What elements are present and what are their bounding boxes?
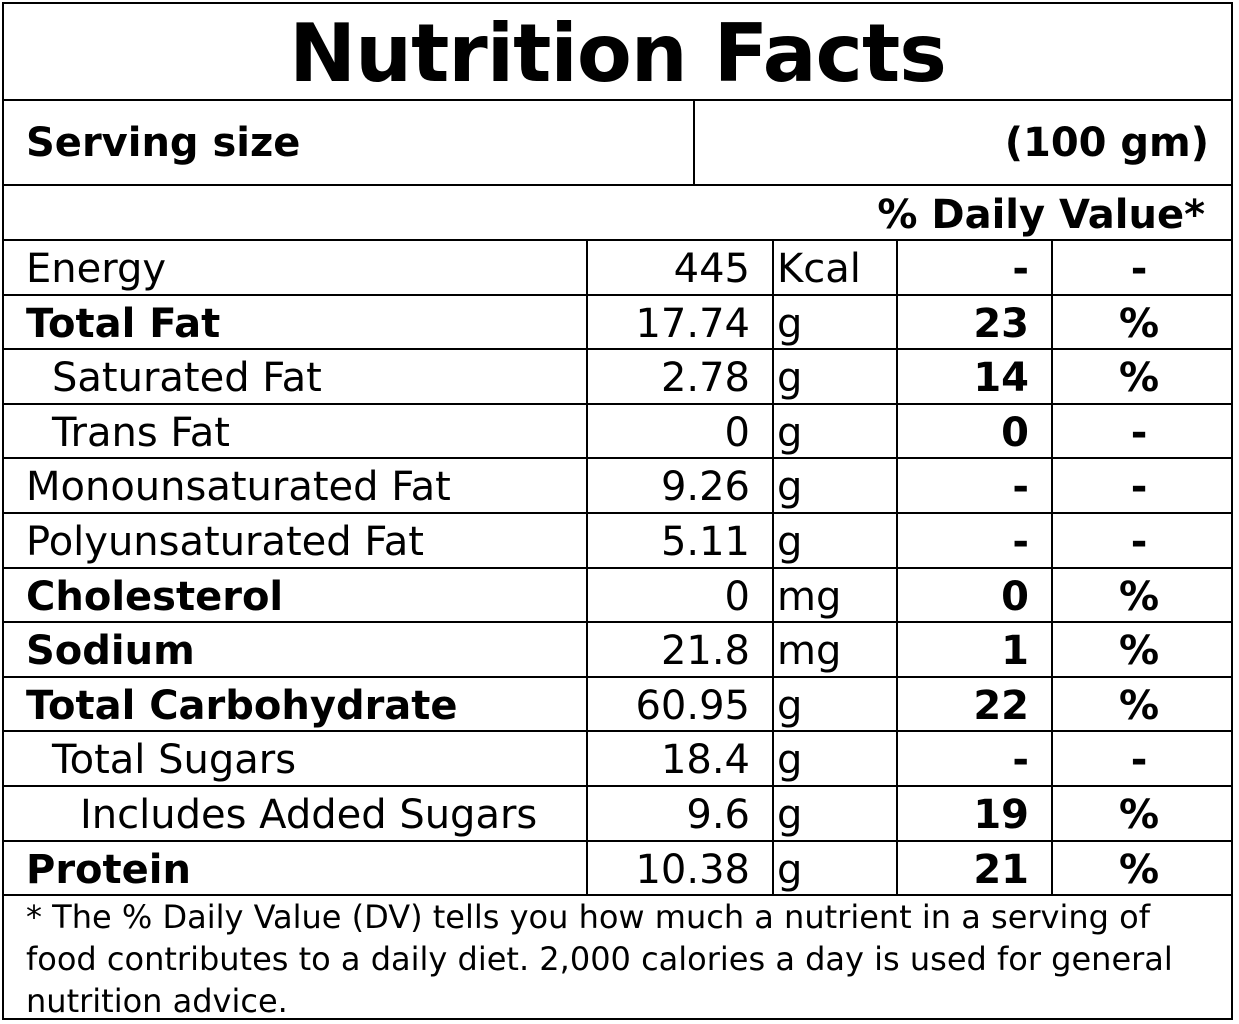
nutrient-daily-value: 1 bbox=[896, 623, 1051, 676]
nutrient-name: Cholesterol bbox=[26, 573, 284, 620]
nutrient-daily-value: 23 bbox=[896, 295, 1051, 349]
nutrient-unit: g bbox=[772, 732, 896, 785]
nutrient-name: Total Fat bbox=[26, 300, 221, 347]
nutrient-daily-value: 19 bbox=[896, 786, 1051, 840]
daily-value-header: % Daily Value* bbox=[4, 186, 1231, 241]
nutrient-percent-sign: % bbox=[1051, 786, 1231, 840]
nutrient-row-saturated-fat: Saturated Fat 2.78 g 14 % bbox=[4, 350, 1231, 405]
nutrient-unit: mg bbox=[772, 623, 896, 676]
nutrient-percent-sign: - bbox=[1051, 459, 1231, 512]
nutrient-percent-sign: % bbox=[1051, 568, 1231, 622]
nutrient-amount: 0 bbox=[586, 404, 772, 458]
nutrient-name: Protein bbox=[26, 846, 191, 893]
nutrient-table: Energy 445 Kcal - - Total Fat 17.74 g 23… bbox=[4, 241, 1231, 897]
nutrient-unit: g bbox=[772, 350, 896, 403]
nutrient-amount: 60.95 bbox=[586, 677, 772, 731]
nutrient-unit: g bbox=[772, 404, 896, 458]
nutrient-row-cholesterol: Cholesterol 0 mg 0 % bbox=[4, 568, 1231, 624]
nutrient-row-added-sugars: Includes Added Sugars 9.6 g 19 % bbox=[4, 786, 1231, 842]
nutrient-unit: mg bbox=[772, 568, 896, 622]
nutrient-percent-sign: % bbox=[1051, 295, 1231, 349]
serving-size-label: Serving size bbox=[26, 120, 301, 166]
nutrient-name: Total Sugars bbox=[52, 737, 297, 784]
nutrient-amount: 9.6 bbox=[586, 786, 772, 840]
nutrient-unit: g bbox=[772, 841, 896, 895]
nutrient-amount: 445 bbox=[586, 241, 772, 294]
nutrient-daily-value: - bbox=[896, 241, 1051, 294]
nutrient-name: Total Carbohydrate bbox=[26, 682, 458, 729]
nutrient-amount: 17.74 bbox=[586, 295, 772, 349]
nutrient-row-total-fat: Total Fat 17.74 g 23 % bbox=[4, 295, 1231, 351]
nutrient-amount: 5.11 bbox=[586, 513, 772, 567]
nutrient-percent-sign: - bbox=[1051, 732, 1231, 785]
nutrient-percent-sign: - bbox=[1051, 241, 1231, 294]
nutrient-percent-sign: % bbox=[1051, 841, 1231, 895]
nutrient-row-polyunsaturated-fat: Polyunsaturated Fat 5.11 g - - bbox=[4, 513, 1231, 569]
nutrient-name: Polyunsaturated Fat bbox=[26, 518, 424, 565]
nutrient-name: Monounsaturated Fat bbox=[26, 464, 451, 511]
nutrient-row-protein: Protein 10.38 g 21 % bbox=[4, 841, 1231, 897]
nutrient-unit: g bbox=[772, 677, 896, 731]
nutrient-daily-value: 21 bbox=[896, 841, 1051, 895]
nutrient-amount: 10.38 bbox=[586, 841, 772, 895]
nutrient-percent-sign: % bbox=[1051, 677, 1231, 731]
nutrient-daily-value: 14 bbox=[896, 350, 1051, 403]
panel-title: Nutrition Facts bbox=[4, 4, 1231, 101]
nutrient-name: Sodium bbox=[26, 628, 195, 675]
nutrient-amount: 18.4 bbox=[586, 732, 772, 785]
nutrient-daily-value: 22 bbox=[896, 677, 1051, 731]
nutrient-unit: g bbox=[772, 513, 896, 567]
serving-size-value: (100 gm) bbox=[1004, 120, 1209, 166]
nutrient-daily-value: - bbox=[896, 732, 1051, 785]
nutrient-amount: 2.78 bbox=[586, 350, 772, 403]
nutrient-unit: Kcal bbox=[772, 241, 896, 294]
serving-size-row: Serving size (100 gm) bbox=[4, 101, 1231, 186]
nutrient-row-total-carbohydrate: Total Carbohydrate 60.95 g 22 % bbox=[4, 677, 1231, 733]
serving-divider bbox=[693, 101, 695, 184]
nutrient-daily-value: - bbox=[896, 459, 1051, 512]
nutrient-amount: 0 bbox=[586, 568, 772, 622]
daily-value-footnote: * The % Daily Value (DV) tells you how m… bbox=[26, 898, 1173, 1020]
nutrient-daily-value: - bbox=[896, 513, 1051, 567]
nutrient-amount: 9.26 bbox=[586, 459, 772, 512]
nutrient-unit: g bbox=[772, 786, 896, 840]
daily-value-header-label: % Daily Value* bbox=[877, 192, 1205, 238]
nutrient-name: Saturated Fat bbox=[52, 355, 322, 402]
nutrient-name: Energy bbox=[26, 246, 167, 292]
nutrient-percent-sign: % bbox=[1051, 350, 1231, 403]
nutrient-row-total-sugars: Total Sugars 18.4 g - - bbox=[4, 732, 1231, 787]
nutrient-unit: g bbox=[772, 295, 896, 349]
nutrient-row-energy: Energy 445 Kcal - - bbox=[4, 241, 1231, 296]
nutrient-row-monounsaturated-fat: Monounsaturated Fat 9.26 g - - bbox=[4, 459, 1231, 514]
nutrient-name: Includes Added Sugars bbox=[80, 791, 538, 838]
nutrient-amount: 21.8 bbox=[586, 623, 772, 676]
nutrient-daily-value: 0 bbox=[896, 568, 1051, 622]
nutrient-percent-sign: - bbox=[1051, 404, 1231, 458]
nutrient-row-trans-fat: Trans Fat 0 g 0 - bbox=[4, 404, 1231, 460]
nutrient-unit: g bbox=[772, 459, 896, 512]
nutrient-name: Trans Fat bbox=[52, 409, 230, 456]
nutrient-percent-sign: % bbox=[1051, 623, 1231, 676]
nutrient-percent-sign: - bbox=[1051, 513, 1231, 567]
nutrient-daily-value: 0 bbox=[896, 404, 1051, 458]
nutrient-row-sodium: Sodium 21.8 mg 1 % bbox=[4, 623, 1231, 678]
